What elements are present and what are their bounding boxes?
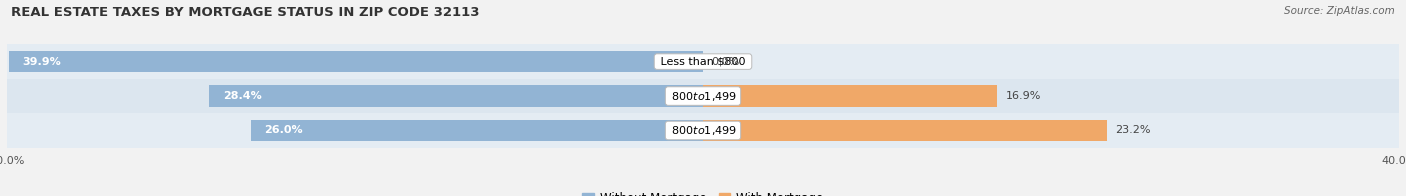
- Bar: [8, 51, 703, 72]
- Bar: [703, 120, 1107, 141]
- Text: 28.4%: 28.4%: [222, 91, 262, 101]
- Bar: [209, 85, 703, 107]
- Bar: [703, 85, 997, 107]
- Bar: [250, 120, 703, 141]
- Text: $800 to $1,499: $800 to $1,499: [668, 124, 738, 137]
- Text: 0.0%: 0.0%: [711, 57, 740, 67]
- Text: Less than $800: Less than $800: [657, 57, 749, 67]
- Bar: [7, 113, 1399, 148]
- Text: $800 to $1,499: $800 to $1,499: [668, 90, 738, 103]
- Text: 26.0%: 26.0%: [264, 125, 304, 135]
- Text: Source: ZipAtlas.com: Source: ZipAtlas.com: [1284, 6, 1395, 16]
- Legend: Without Mortgage, With Mortgage: Without Mortgage, With Mortgage: [578, 187, 828, 196]
- Bar: [7, 44, 1399, 79]
- Text: REAL ESTATE TAXES BY MORTGAGE STATUS IN ZIP CODE 32113: REAL ESTATE TAXES BY MORTGAGE STATUS IN …: [11, 6, 479, 19]
- Bar: [7, 79, 1399, 113]
- Text: 23.2%: 23.2%: [1115, 125, 1152, 135]
- Text: 16.9%: 16.9%: [1005, 91, 1040, 101]
- Text: 39.9%: 39.9%: [22, 57, 62, 67]
